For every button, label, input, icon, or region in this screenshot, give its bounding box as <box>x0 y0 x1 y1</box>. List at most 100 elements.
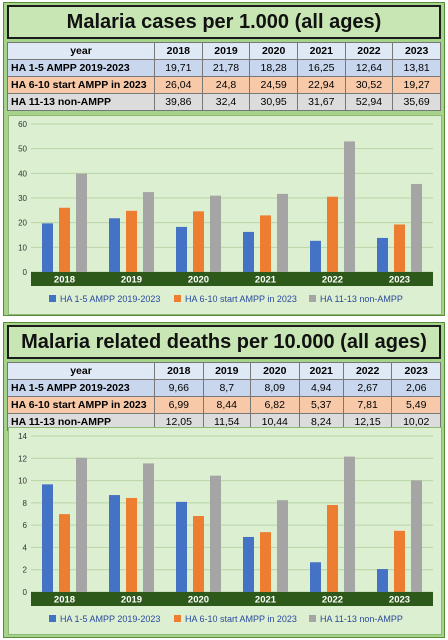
cases-year-header: year <box>7 42 155 60</box>
deaths-table-row: HA 6-10 start AMPP in 2023 6,99 8,44 6,8… <box>7 396 441 414</box>
deaths-row-label: HA 6-10 start AMPP in 2023 <box>7 396 155 414</box>
legend-swatch <box>174 615 181 622</box>
deaths-row-label: HA 1-5 AMPP 2019-2023 <box>7 379 155 397</box>
y-tick-label: 60 <box>18 120 27 129</box>
table-cell: 8,44 <box>202 396 251 414</box>
cases-row-label: HA 1-5 AMPP 2019-2023 <box>7 59 155 77</box>
y-tick-label: 30 <box>18 194 27 203</box>
legend-swatch <box>49 615 56 622</box>
y-tick-label: 10 <box>18 243 27 252</box>
table-cell: 6,82 <box>249 396 300 414</box>
deaths-plot-area: 0 2 4 6 8 10 12 14 2018 2019 2020 2021 2022 2023 HA 1-… <box>8 427 442 635</box>
bar-ha-1-5-ampp-2019-2023 <box>176 501 187 592</box>
bar-ha-11-13-non-ampp <box>411 183 422 272</box>
cases-table-row: HA 1-5 AMPP 2019-2023 19,71 21,78 18,28 … <box>7 59 441 77</box>
table-cell: 12,64 <box>344 59 394 77</box>
x-tick-label: 2022 <box>322 275 343 286</box>
cases-table-header-row: year 2018 2019 2020 2021 2022 2023 <box>7 42 441 60</box>
table-cell: 24,8 <box>201 76 251 94</box>
x-tick-label: 2019 <box>121 275 142 286</box>
y-tick-label: 0 <box>23 268 28 277</box>
table-cell: 35,69 <box>392 93 441 111</box>
bar-ha-1-5-ampp-2019-2023 <box>176 226 187 272</box>
legend-swatch <box>174 295 181 302</box>
table-cell: 30,52 <box>344 76 394 94</box>
table-cell: 7,81 <box>342 396 393 414</box>
deaths-year-2018: 2018 <box>154 362 204 380</box>
cases-year-2018: 2018 <box>154 42 203 60</box>
table-cell: 10,02 <box>391 413 441 431</box>
x-tick-label: 2022 <box>322 595 343 606</box>
deaths-panel: Malaria related deaths per 10.000 (all a… <box>3 322 445 638</box>
bar-ha-1-5-ampp-2019-2023 <box>42 484 53 592</box>
table-cell: 8,7 <box>202 379 251 397</box>
table-cell: 2,67 <box>342 379 393 397</box>
y-tick-label: 20 <box>18 219 27 228</box>
legend-swatch <box>49 295 56 302</box>
table-cell: 31,67 <box>296 93 346 111</box>
y-tick-label: 50 <box>18 145 27 154</box>
table-cell: 5,37 <box>298 396 344 414</box>
cases-year-2023: 2023 <box>392 42 441 60</box>
y-tick-label: 10 <box>18 477 27 486</box>
bar-ha-11-13-non-ampp <box>143 463 154 592</box>
x-tick-label: 2021 <box>255 595 277 606</box>
deaths-year-2019: 2019 <box>202 362 251 380</box>
table-cell: 6,99 <box>154 396 204 414</box>
bar-ha-6-10-start-ampp-in-2023 <box>193 211 204 272</box>
x-tick-label: 2020 <box>188 595 209 606</box>
cases-year-2022: 2022 <box>344 42 394 60</box>
table-cell: 4,94 <box>298 379 344 397</box>
x-tick-label: 2019 <box>121 595 142 606</box>
legend-swatch <box>309 615 316 622</box>
cases-plot-area: 0 10 20 30 40 50 60 2018 2019 2020 2021 2022 2023 HA … <box>8 115 442 315</box>
bar-ha-1-5-ampp-2019-2023 <box>377 237 388 272</box>
deaths-year-header: year <box>7 362 155 380</box>
bar-ha-1-5-ampp-2019-2023 <box>310 240 321 272</box>
bar-ha-1-5-ampp-2019-2023 <box>243 536 254 592</box>
legend-label: HA 11-13 non-AMPP <box>320 294 403 304</box>
table-cell: 21,78 <box>201 59 251 77</box>
table-cell: 52,94 <box>344 93 394 111</box>
table-cell: 9,66 <box>154 379 204 397</box>
bar-ha-11-13-non-ampp <box>411 480 422 592</box>
bar-ha-6-10-start-ampp-in-2023 <box>394 224 405 272</box>
x-tick-label: 2020 <box>188 275 209 286</box>
x-axis-band <box>31 592 433 606</box>
bar-ha-6-10-start-ampp-in-2023 <box>327 196 338 272</box>
deaths-bar-chart: 0 2 4 6 8 10 12 14 2018 2019 2020 2021 2022 2023 HA 1-… <box>18 432 433 624</box>
table-cell: 18,28 <box>249 59 298 77</box>
table-cell: 8,24 <box>298 413 344 431</box>
bar-ha-11-13-non-ampp <box>344 456 355 592</box>
legend-swatch <box>309 295 316 302</box>
cases-panel: Malaria cases per 1.000 (all ages) year … <box>3 2 445 316</box>
bar-ha-11-13-non-ampp <box>143 192 154 272</box>
deaths-year-2021: 2021 <box>298 362 344 380</box>
y-tick-label: 4 <box>23 543 28 552</box>
legend-label: HA 6-10 start AMPP in 2023 <box>185 614 297 624</box>
bar-ha-11-13-non-ampp <box>344 141 355 272</box>
table-cell: 32,4 <box>201 93 251 111</box>
y-tick-label: 2 <box>23 566 28 575</box>
bar-ha-6-10-start-ampp-in-2023 <box>394 530 405 592</box>
x-axis-band <box>31 272 433 286</box>
table-cell: 8,09 <box>249 379 300 397</box>
deaths-chart-title: Malaria related deaths per 10.000 (all a… <box>7 325 441 359</box>
x-tick-label: 2023 <box>389 275 410 286</box>
table-cell: 10,44 <box>249 413 300 431</box>
table-cell: 19,71 <box>154 59 203 77</box>
cases-data-table: year 2018 2019 2020 2021 2022 2023 HA 1-… <box>7 42 441 111</box>
legend-label: HA 6-10 start AMPP in 2023 <box>185 294 297 304</box>
bar-ha-1-5-ampp-2019-2023 <box>109 495 120 592</box>
x-tick-label: 2018 <box>54 595 75 606</box>
cases-chart-title: Malaria cases per 1.000 (all ages) <box>7 5 441 39</box>
deaths-year-2020: 2020 <box>249 362 300 380</box>
bar-ha-11-13-non-ampp <box>277 193 288 272</box>
table-cell: 11,54 <box>202 413 251 431</box>
bar-ha-11-13-non-ampp <box>76 457 87 592</box>
table-cell: 12,05 <box>154 413 204 431</box>
x-tick-label: 2023 <box>389 595 410 606</box>
deaths-table-row: HA 1-5 AMPP 2019-2023 9,66 8,7 8,09 4,94… <box>7 379 441 397</box>
table-cell: 26,04 <box>154 76 203 94</box>
table-cell: 5,49 <box>391 396 441 414</box>
